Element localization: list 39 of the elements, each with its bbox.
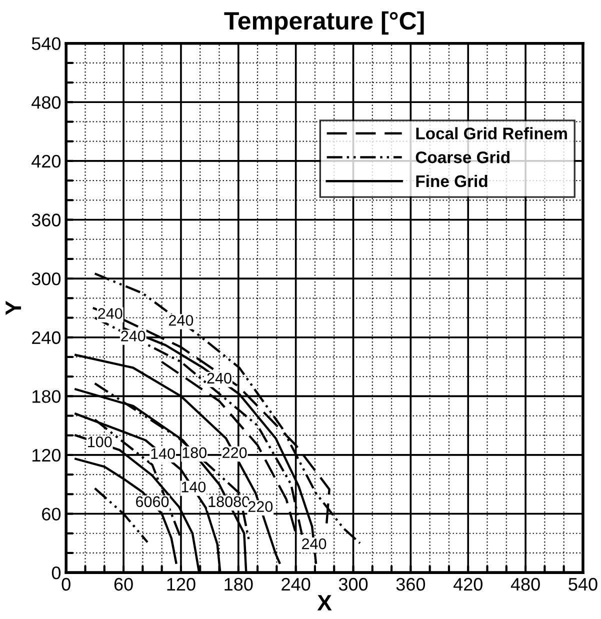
x-tick-label: 300 — [338, 578, 368, 591]
y-tick-label: 0 — [52, 566, 61, 580]
annotation: 180 — [182, 447, 207, 458]
x-tick-label: 240 — [282, 578, 310, 591]
x-tick-label: 480 — [510, 578, 540, 591]
annotation: 240 — [121, 330, 146, 342]
annotation: 6060 — [136, 496, 169, 508]
y-tick-label: 240 — [32, 331, 61, 344]
x-tick-label: 540 — [568, 578, 598, 591]
annotation: 220 — [222, 447, 247, 458]
legend-label: Local Grid Refinem — [416, 127, 567, 140]
y-tick-label: 420 — [32, 154, 61, 168]
annotation: 240 — [302, 538, 326, 550]
x-axis-title: X — [317, 595, 332, 610]
annotation: 220 — [248, 501, 273, 512]
y-tick-label: 540 — [32, 37, 61, 50]
annotation: 240 — [98, 308, 122, 319]
x-tick-label: 0 — [62, 578, 70, 591]
x-tick-label: 420 — [453, 578, 482, 591]
legend-label: Fine Grid — [416, 174, 488, 188]
y-axis-title: Y — [6, 300, 21, 315]
annotation: 240 — [168, 314, 194, 326]
x-tick-label: 360 — [396, 578, 426, 591]
legend-label: Coarse Grid — [416, 151, 510, 164]
annotation: 100 — [88, 436, 112, 448]
y-tick-label: 300 — [32, 272, 61, 286]
y-tick-label: 480 — [32, 96, 61, 109]
y-tick-label: 60 — [42, 508, 61, 520]
y-tick-label: 120 — [32, 448, 61, 462]
y-tick-label: 360 — [32, 214, 61, 226]
annotation: 240 — [207, 372, 232, 384]
annotation: 18080 — [208, 496, 250, 508]
chart-title: Temperature [°C] — [224, 11, 424, 35]
annotation: 140 — [182, 482, 206, 492]
y-tick-label: 180 — [32, 390, 61, 403]
x-tick-label: 120 — [167, 578, 196, 591]
x-tick-label: 180 — [224, 578, 253, 591]
x-tick-label: 60 — [114, 578, 133, 591]
annotation: 140 — [151, 448, 175, 460]
